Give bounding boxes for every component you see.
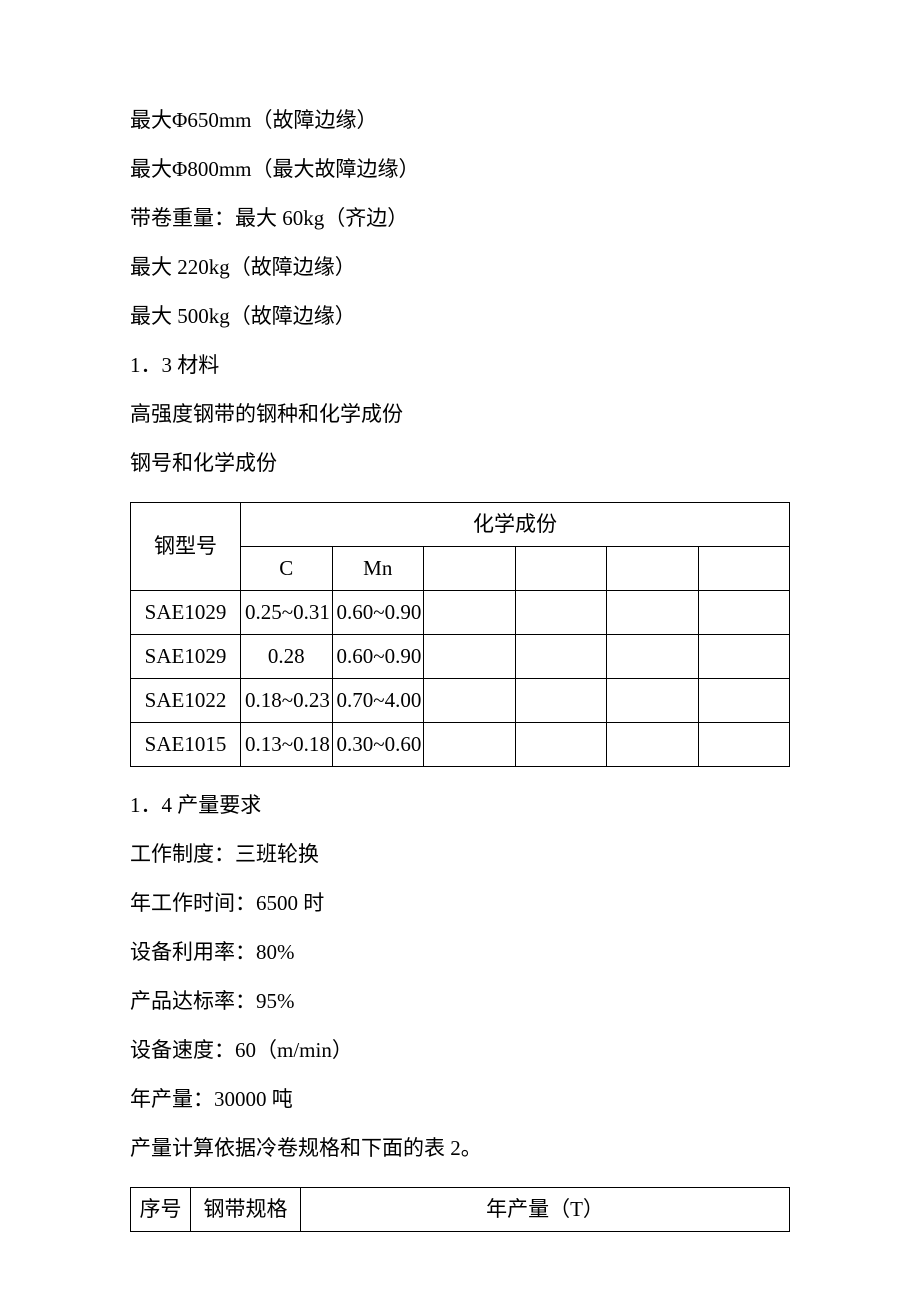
doc-line: 最大Φ800mm（最大故障边缘）	[130, 159, 790, 180]
doc-line: 钢号和化学成份	[130, 453, 790, 474]
table-cell-empty	[698, 591, 790, 635]
table-cell-empty	[698, 723, 790, 767]
doc-line: 年工作时间：6500 时	[130, 893, 790, 914]
table-cell-type: SAE1022	[131, 679, 241, 723]
table-cell-empty	[424, 591, 516, 635]
table-header-c: C	[241, 547, 333, 591]
table-row: SAE1015 0.13~0.18 0.30~0.60	[131, 723, 790, 767]
doc-line: 最大 500kg（故障边缘）	[130, 306, 790, 327]
section-heading: 1．4 产量要求	[130, 795, 790, 816]
table-cell-empty	[424, 635, 516, 679]
table-header-empty	[607, 547, 699, 591]
table-cell-c: 0.18~0.23	[241, 679, 333, 723]
doc-line: 最大 220kg（故障边缘）	[130, 257, 790, 278]
table-cell-mn: 0.60~0.90	[332, 635, 424, 679]
table-cell-mn: 0.70~4.00	[332, 679, 424, 723]
table-header-empty	[515, 547, 607, 591]
table-header-empty	[424, 547, 516, 591]
table-cell-empty	[607, 591, 699, 635]
doc-line: 设备速度：60（m/min）	[130, 1040, 790, 1061]
table-cell-type: SAE1029	[131, 635, 241, 679]
doc-line: 带卷重量：最大 60kg（齐边）	[130, 208, 790, 229]
table-cell-empty	[607, 679, 699, 723]
table-cell-empty	[515, 723, 607, 767]
doc-line: 高强度钢带的钢种和化学成份	[130, 404, 790, 425]
table-header-empty	[698, 547, 790, 591]
table-row: SAE1029 0.25~0.31 0.60~0.90	[131, 591, 790, 635]
chemical-composition-table: 钢型号 化学成份 C Mn SAE1029 0.25~0.31 0.60~0.9…	[130, 502, 790, 767]
table-cell-empty	[698, 635, 790, 679]
table-header-type: 钢型号	[131, 503, 241, 591]
table-header-mn: Mn	[332, 547, 424, 591]
table-header-group: 化学成份	[241, 503, 790, 547]
table-cell-empty	[515, 591, 607, 635]
table-header-seq: 序号	[131, 1188, 191, 1232]
table-cell-empty	[515, 635, 607, 679]
table-cell-empty	[515, 679, 607, 723]
table-cell-empty	[607, 723, 699, 767]
table-header-spec: 钢带规格	[191, 1188, 301, 1232]
output-table: 序号 钢带规格 年产量（T）	[130, 1187, 790, 1232]
doc-line: 产品达标率：95%	[130, 991, 790, 1012]
table-cell-c: 0.25~0.31	[241, 591, 333, 635]
table-header-output: 年产量（T）	[301, 1188, 790, 1232]
doc-line: 年产量：30000 吨	[130, 1089, 790, 1110]
doc-line: 设备利用率：80%	[130, 942, 790, 963]
table-cell-c: 0.28	[241, 635, 333, 679]
doc-line: 工作制度：三班轮换	[130, 844, 790, 865]
table-cell-mn: 0.60~0.90	[332, 591, 424, 635]
table-cell-empty	[607, 635, 699, 679]
table-cell-type: SAE1015	[131, 723, 241, 767]
table-cell-type: SAE1029	[131, 591, 241, 635]
doc-line: 最大Φ650mm（故障边缘）	[130, 110, 790, 131]
table-cell-empty	[424, 679, 516, 723]
doc-line: 产量计算依据冷卷规格和下面的表 2。	[130, 1138, 790, 1159]
table-row: SAE1022 0.18~0.23 0.70~4.00	[131, 679, 790, 723]
table-row: SAE1029 0.28 0.60~0.90	[131, 635, 790, 679]
table-cell-empty	[424, 723, 516, 767]
table-cell-c: 0.13~0.18	[241, 723, 333, 767]
table-cell-mn: 0.30~0.60	[332, 723, 424, 767]
section-heading: 1．3 材料	[130, 355, 790, 376]
table-cell-empty	[698, 679, 790, 723]
